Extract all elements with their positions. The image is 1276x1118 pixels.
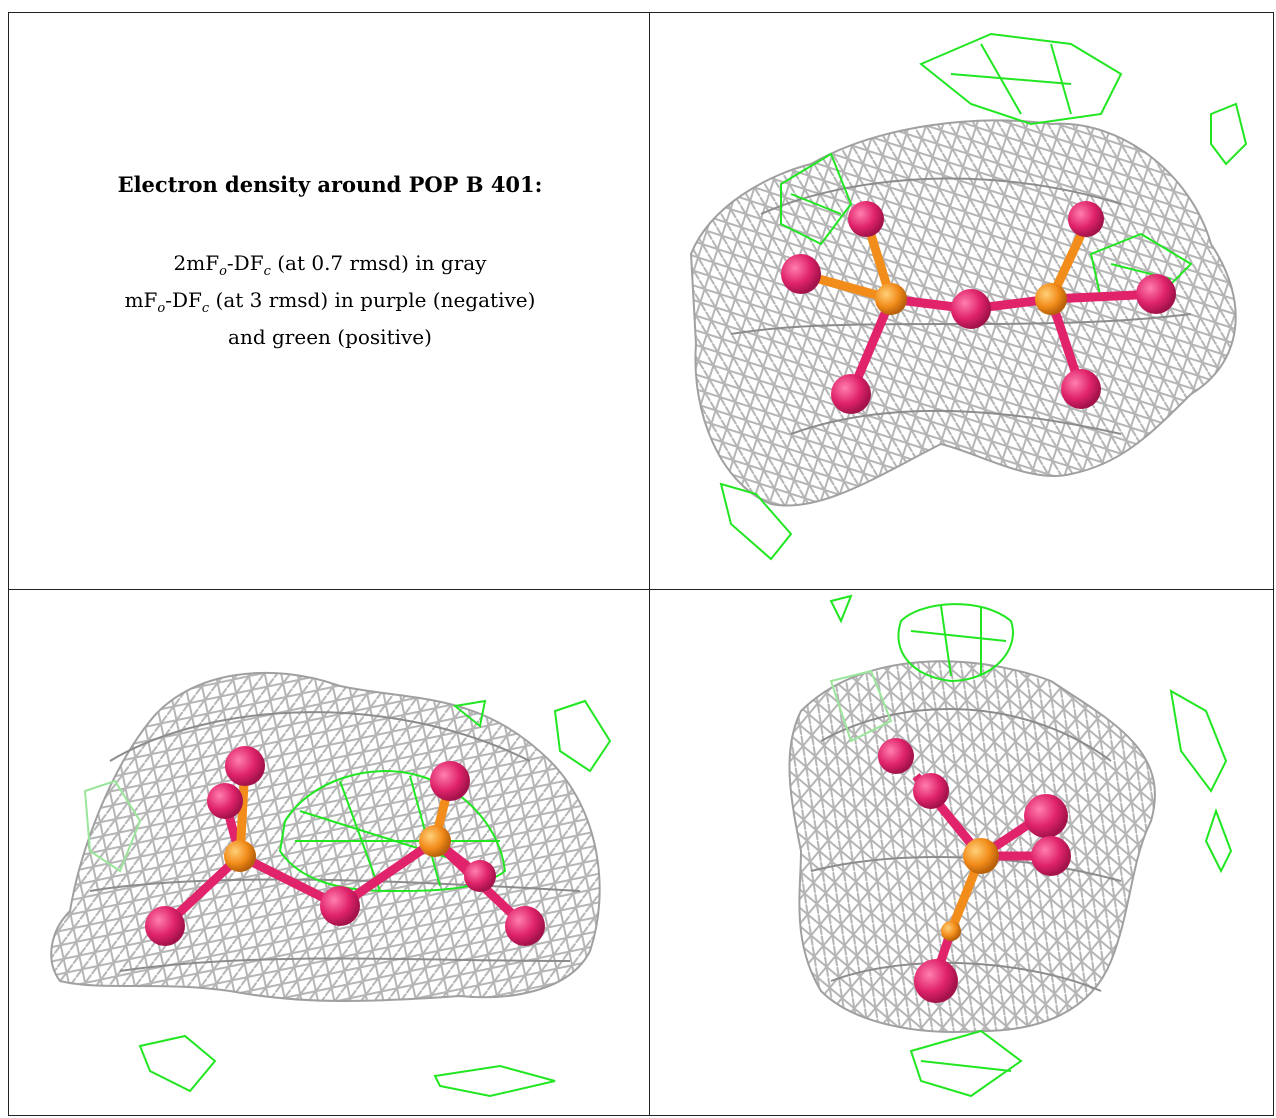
density-render-bottom-left (50, 671, 612, 1098)
density-view-top-right (651, 14, 1271, 588)
pyrophosphate-molecule (145, 746, 545, 946)
grid-divider-horizontal (8, 589, 1274, 590)
gray-mesh-blob (50, 671, 601, 1002)
green-mesh-positive (83, 699, 612, 1098)
caption-line-2fo-fc: 2mFo-DFc (at 0.7 rmsd) in gray (173, 251, 487, 279)
caption-panel: Electron density around POP B 401: 2mFo-… (20, 150, 640, 351)
density-render-top-right (689, 32, 1248, 561)
caption-title: Electron density around POP B 401: (117, 172, 543, 197)
density-render-bottom-right (788, 594, 1233, 1098)
figure-grid (8, 12, 1274, 1116)
density-view-bottom-left (10, 591, 648, 1115)
green-mesh-positive (829, 594, 1233, 1098)
caption-line-green: and green (positive) (228, 325, 432, 349)
pyrophosphate-molecule (878, 738, 1071, 1003)
grid-divider-vertical (649, 12, 650, 1116)
density-view-bottom-right (651, 591, 1271, 1115)
green-mesh-positive (719, 32, 1248, 561)
pyrophosphate-molecule (781, 201, 1176, 414)
caption-line-fo-fc: mFo-DFc (at 3 rmsd) in purple (negative) (124, 288, 536, 316)
